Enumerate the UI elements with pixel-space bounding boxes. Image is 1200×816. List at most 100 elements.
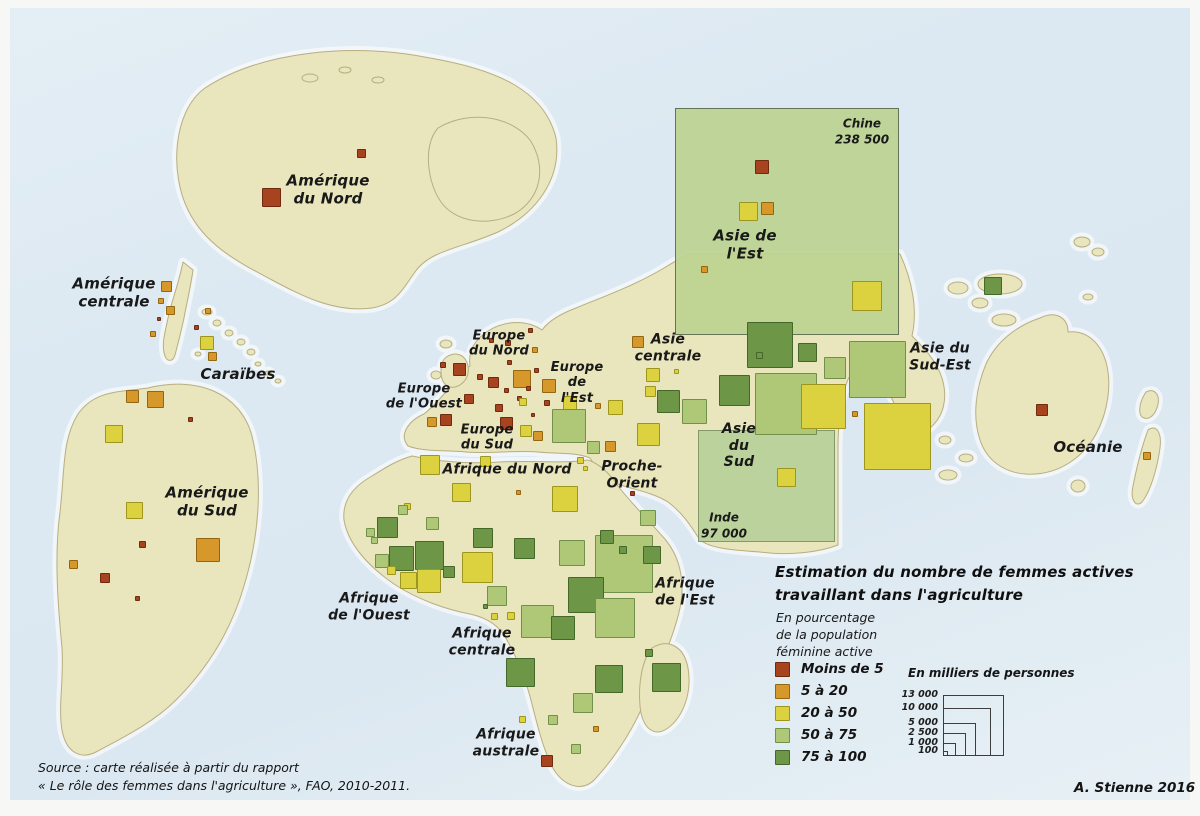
legend-item: Moins de 5 <box>775 658 884 680</box>
map-square <box>577 457 584 464</box>
map-square <box>551 616 575 640</box>
map-square <box>521 605 554 638</box>
legend-swatch <box>775 661 790 677</box>
map-square <box>852 281 882 311</box>
map-square <box>126 390 139 403</box>
size-legend-value: 13 000 <box>901 689 938 700</box>
legend-swatch <box>775 683 790 699</box>
map-square <box>443 566 455 578</box>
map-square <box>747 322 793 368</box>
region-label: Afrique de l'Ouest <box>328 590 410 623</box>
map-square <box>544 400 550 406</box>
region-label: Asie de l'Est <box>713 226 777 262</box>
map-square <box>150 331 156 337</box>
map-square <box>371 537 378 544</box>
map-square <box>605 441 616 452</box>
map-square <box>262 188 281 207</box>
legend-label: 75 à 100 <box>801 749 867 765</box>
map-square <box>420 455 440 475</box>
map-square <box>504 388 509 393</box>
map-square <box>849 341 906 398</box>
map-square <box>157 317 161 321</box>
map-square <box>516 490 521 495</box>
map-square <box>595 598 635 638</box>
size-legend-title: En milliers de personnes <box>908 666 1075 680</box>
map-square <box>464 394 474 404</box>
map-square <box>398 505 408 515</box>
map-square <box>548 715 558 725</box>
india-region-name: Inde <box>709 510 739 525</box>
legend-item: 20 à 50 <box>775 702 884 724</box>
region-label: Afrique de l'Est <box>655 575 715 608</box>
map-square <box>507 360 512 365</box>
map-square <box>632 336 644 348</box>
region-label: Amérique du Nord <box>286 171 370 207</box>
inde-cartogram-square <box>698 430 835 542</box>
map-square <box>593 726 599 732</box>
map-square <box>534 368 539 373</box>
region-label: Proche- Orient <box>601 458 663 491</box>
region-label: Asie centrale <box>634 331 702 364</box>
region-label: Caraïbes <box>200 365 276 384</box>
map-square <box>139 541 146 548</box>
region-label: Amérique du Sud <box>165 483 249 519</box>
region-label: Amérique centrale <box>72 274 156 310</box>
map-square <box>440 362 446 368</box>
map-square <box>640 510 656 526</box>
map-square <box>375 554 389 568</box>
map-square <box>682 399 707 424</box>
map-square <box>205 308 211 314</box>
map-square <box>552 486 578 512</box>
legend-subtitle: En pourcentage de la population féminine… <box>776 610 878 659</box>
region-label: Europe du Sud <box>460 422 514 453</box>
map-square <box>500 417 513 430</box>
map-square <box>637 423 660 446</box>
map-square <box>188 417 193 422</box>
india-value: 97 000 <box>701 526 747 540</box>
legend-label: 20 à 50 <box>801 705 858 721</box>
map-square <box>608 400 623 415</box>
map-square <box>645 649 653 657</box>
map-square <box>473 528 493 548</box>
map-square <box>477 374 483 380</box>
artist-signature: A. Stienne 2016 <box>1074 780 1196 796</box>
map-square <box>506 658 535 687</box>
map-square <box>583 466 588 471</box>
map-square <box>161 281 172 292</box>
map-square <box>719 375 750 406</box>
map-square <box>519 716 526 723</box>
map-square <box>755 160 769 174</box>
map-square <box>571 744 581 754</box>
map-square <box>100 573 110 583</box>
legend-item: 5 à 20 <box>775 680 884 702</box>
map-square <box>756 352 763 359</box>
map-square <box>532 347 538 353</box>
legend-title-line2: travaillant dans l'agriculture <box>775 585 1024 604</box>
map-square <box>674 369 679 374</box>
china-region-name: Chine <box>842 116 882 131</box>
india-square-label: Inde 97 000 <box>701 510 747 541</box>
region-label: Europe du Nord <box>468 328 530 359</box>
map-square <box>357 149 366 158</box>
size-legend-value: 100 <box>918 745 938 756</box>
map-square <box>652 663 681 692</box>
map-square <box>801 384 846 429</box>
map-square <box>531 413 535 417</box>
size-legend-value: 1 000 <box>908 737 938 748</box>
map-square <box>519 398 527 406</box>
map-square <box>777 468 796 487</box>
map-square <box>630 491 635 496</box>
region-label: Océanie <box>1053 438 1123 457</box>
map-square <box>505 340 511 346</box>
map-square <box>135 596 140 601</box>
legend-label: 5 à 20 <box>801 683 848 699</box>
map-square <box>587 441 600 454</box>
map-square <box>533 431 543 441</box>
map-square <box>643 546 661 564</box>
map-square <box>487 586 507 606</box>
map-square <box>166 306 175 315</box>
china-value: 238 500 <box>834 132 890 146</box>
map-square <box>739 202 758 221</box>
region-label: Asie du Sud-Est <box>909 340 971 373</box>
